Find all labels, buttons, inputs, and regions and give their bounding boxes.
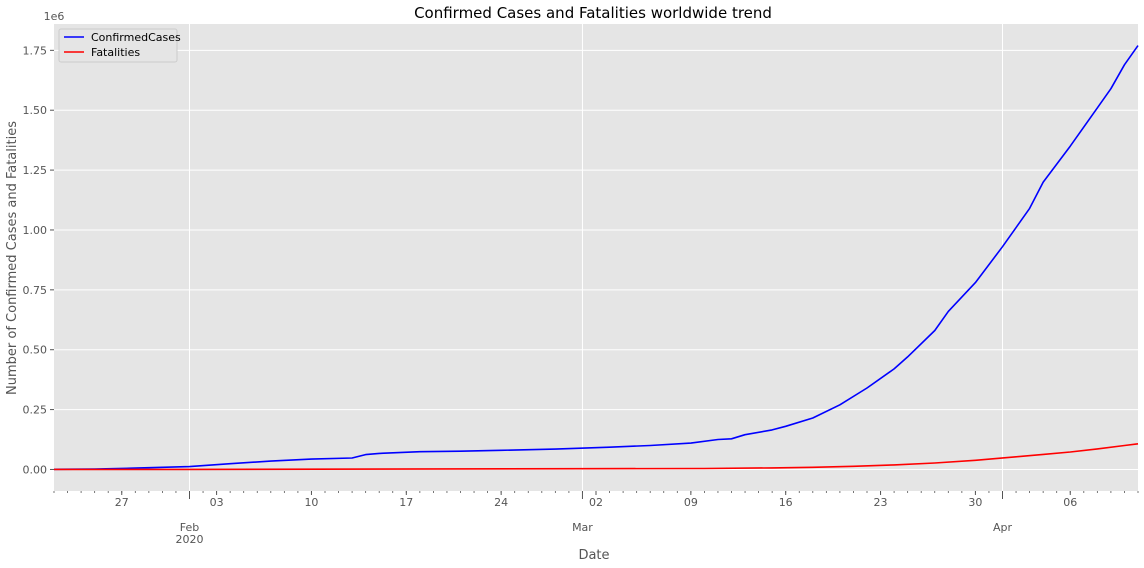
y-tick-label: 1.50 [23,104,48,117]
x-major-tick-label: Feb [180,521,199,534]
x-minor-tick-label: 10 [304,496,318,509]
series-line-confirmed-cases [53,45,1139,471]
x-minor-tick-label: 16 [779,496,793,509]
legend: ConfirmedCases Fatalities [58,28,181,63]
legend-label-confirmed-cases: ConfirmedCases [91,31,181,44]
x-minor-tick-label: 02 [589,496,603,509]
y-tick-label: 0.25 [23,404,48,417]
series-layer [53,45,1139,471]
x-major-tick-label: Mar [572,521,593,534]
x-minor-tick-label: 23 [874,496,888,509]
series-line-fatalities [54,443,1139,471]
x-major-tick-sublabel: 2020 [176,533,204,546]
y-tick-label: 0.00 [23,463,48,476]
x-minor-tick-label: 03 [210,496,224,509]
y-tick-label: 0.50 [23,344,48,357]
x-minor-tick-label: 30 [968,496,982,509]
x-minor-tick-label: 09 [684,496,698,509]
chart-title: Confirmed Cases and Fatalities worldwide… [414,4,772,22]
legend-label-fatalities: Fatalities [91,46,140,59]
y-tick-label: 1.25 [23,164,48,177]
x-minor-tick-label: 24 [494,496,508,509]
plot-background [54,24,1138,491]
tick-layer [50,49,1139,499]
grid-layer [54,24,1138,491]
x-axis-label: Date [578,548,609,563]
y-offset-label: 1e6 [44,10,65,23]
y-tick-label: 1.75 [23,44,48,57]
y-tick-label: 1.00 [23,224,48,237]
x-minor-tick-label: 27 [115,496,129,509]
legend-box [58,28,178,63]
y-tick-label: 0.75 [23,284,48,297]
x-minor-tick-label: 17 [399,496,413,509]
x-major-tick-label: Apr [993,521,1013,534]
y-axis-label: Number of Confirmed Cases and Fatalities [5,121,20,395]
x-minor-tick-label: 06 [1063,496,1077,509]
